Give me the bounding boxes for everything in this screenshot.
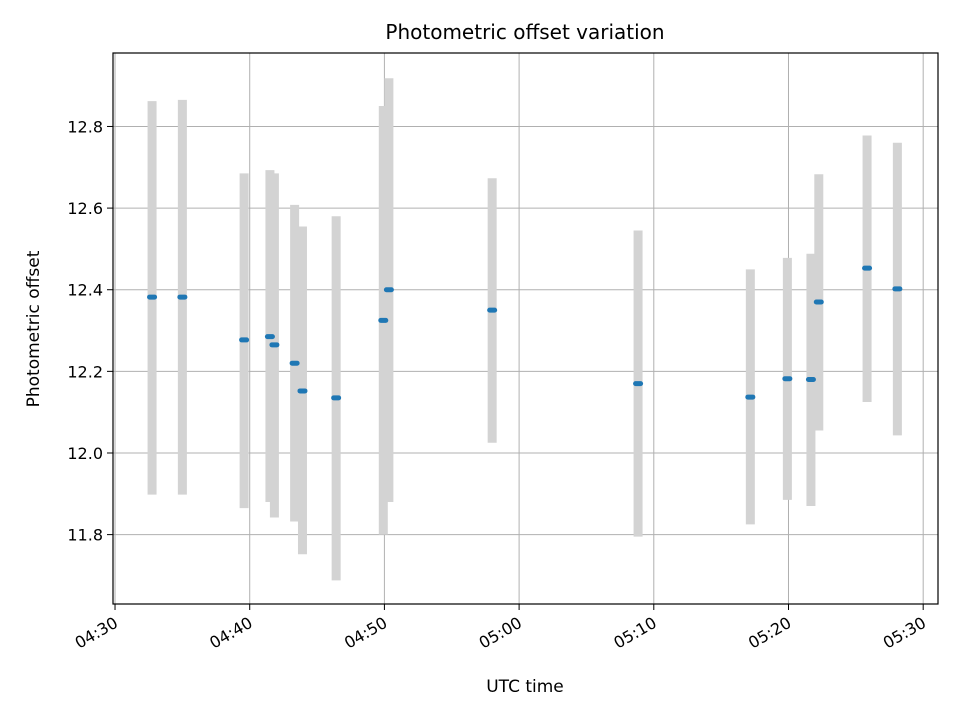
data-point bbox=[805, 377, 816, 383]
y-tick-label: 12.4 bbox=[67, 281, 103, 300]
data-point bbox=[813, 299, 824, 305]
chart-title: Photometric offset variation bbox=[385, 20, 664, 44]
data-point bbox=[297, 388, 308, 394]
data-point bbox=[782, 376, 793, 382]
y-tick-label: 12.6 bbox=[67, 199, 103, 218]
data-point bbox=[383, 287, 394, 293]
data-point bbox=[289, 360, 300, 366]
data-points bbox=[147, 265, 903, 401]
data-point bbox=[177, 294, 188, 300]
data-point bbox=[239, 337, 250, 343]
data-point bbox=[264, 334, 275, 340]
plot-area-frame bbox=[112, 52, 939, 605]
y-tick-label: 12.8 bbox=[67, 117, 103, 136]
data-point bbox=[331, 395, 342, 401]
data-point bbox=[378, 317, 389, 323]
y-tick-label: 12.2 bbox=[67, 362, 103, 381]
y-axis-label: Photometric offset bbox=[24, 250, 44, 407]
x-axis-label: UTC time bbox=[486, 677, 564, 697]
data-point bbox=[633, 381, 644, 387]
data-point bbox=[269, 342, 280, 348]
data-point bbox=[862, 265, 873, 271]
y-tick-label: 11.8 bbox=[67, 526, 103, 545]
data-point bbox=[745, 394, 756, 400]
data-point bbox=[487, 307, 498, 313]
data-point bbox=[892, 286, 903, 292]
y-tick-label: 12.0 bbox=[67, 444, 103, 463]
data-point bbox=[147, 294, 158, 300]
y-axis-ticks: 11.8 12.0 12.2 12.4 12.6 12.8 bbox=[67, 117, 113, 545]
